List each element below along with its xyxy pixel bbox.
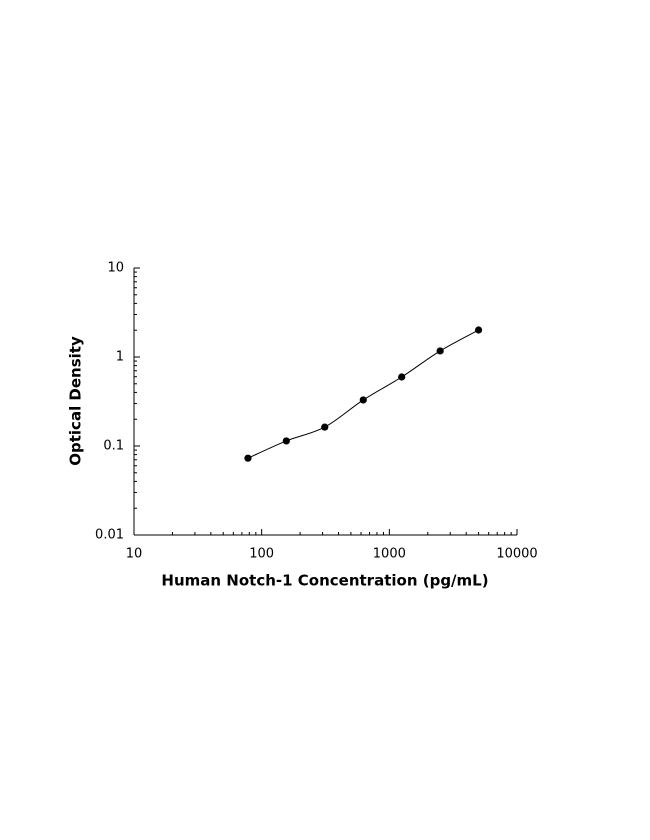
x-tick-label: 100 (249, 547, 274, 562)
fit-curve (247, 329, 479, 459)
data-point (436, 347, 444, 355)
y-tick-label: 1 (116, 350, 124, 365)
data-point (321, 423, 329, 431)
y-tick-label: 0.01 (95, 528, 124, 543)
x-tick-label: 10000 (496, 547, 537, 562)
data-point (244, 454, 252, 462)
y-axis-title: Optical Density (67, 336, 85, 466)
data-point (359, 396, 367, 404)
data-point (282, 437, 290, 445)
x-tick-label: 1000 (373, 547, 406, 562)
y-tick-label: 0.1 (103, 439, 124, 454)
data-point (398, 373, 406, 381)
x-axis-title: Human Notch-1 Concentration (pg/mL) (161, 572, 488, 590)
y-tick-label: 10 (107, 261, 124, 276)
data-point (474, 326, 483, 334)
x-tick-label: 10 (126, 547, 143, 562)
